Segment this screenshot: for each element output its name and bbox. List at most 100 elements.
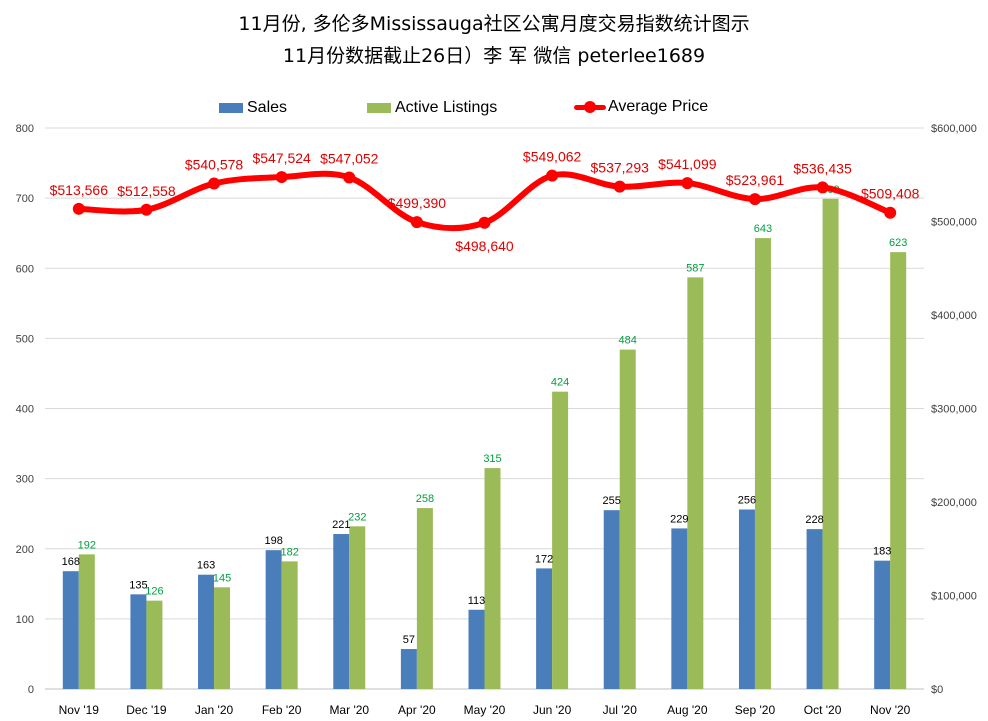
x-tick-label: Dec '19 (126, 703, 167, 717)
chart-subtitle: 11月份数据截止26日）李 军 微信 peterlee1689 (282, 45, 706, 67)
bar-sales (198, 574, 215, 689)
data-label-average-price: $537,293 (591, 160, 650, 176)
data-label-sales: 183 (873, 546, 891, 558)
point-average-price (546, 169, 559, 182)
bar-active-listings (146, 600, 163, 689)
point-average-price (748, 193, 761, 206)
bar-sales (468, 609, 485, 689)
bar-active-listings (281, 561, 298, 689)
point-average-price (410, 216, 423, 229)
legend-label-active-listings: Active Listings (395, 99, 498, 116)
y-tick-label-right: $600,000 (931, 123, 977, 135)
point-average-price (478, 216, 491, 229)
y-tick-label-right: $100,000 (931, 591, 977, 603)
legend-item-sales: Sales (219, 99, 287, 117)
x-tick-label: Mar '20 (329, 703, 369, 717)
x-tick-label: Sep '20 (735, 703, 776, 717)
y-tick-label-left: 700 (16, 193, 34, 205)
data-label-average-price: $547,524 (252, 150, 311, 166)
data-label-sales: 168 (62, 556, 80, 568)
x-tick-label: Nov '19 (59, 703, 100, 717)
point-average-price (681, 177, 694, 190)
y-tick-label-left: 100 (16, 614, 34, 626)
data-label-average-price: $509,408 (861, 186, 920, 202)
bar-active-listings (349, 526, 366, 689)
x-tick-label: Aug '20 (667, 703, 708, 717)
bar-sales (265, 550, 282, 689)
data-label-active-listings: 623 (889, 237, 907, 249)
point-average-price (343, 171, 356, 184)
legend-swatch-sales (219, 103, 243, 113)
x-tick-label: Apr '20 (398, 703, 436, 717)
data-label-active-listings: 484 (619, 335, 637, 347)
bar-active-listings (552, 391, 569, 689)
data-label-average-price: $540,578 (185, 157, 244, 173)
y-tick-label-left: 500 (16, 333, 34, 345)
data-label-average-price: $536,435 (793, 160, 852, 176)
x-tick-label: Jan '20 (195, 703, 234, 717)
bar-sales (62, 571, 79, 689)
data-label-active-listings: 232 (348, 511, 366, 523)
data-label-active-listings: 126 (145, 586, 163, 598)
x-tick-label: Feb '20 (262, 703, 302, 717)
legend: Sales Active Listings Average Price (0, 97, 988, 123)
x-tick-label: Jul '20 (603, 703, 638, 717)
bar-active-listings (687, 277, 704, 689)
bar-active-listings (416, 508, 433, 689)
data-label-sales: 135 (129, 579, 147, 591)
bar-active-listings (890, 252, 907, 689)
point-average-price (72, 202, 85, 215)
data-label-sales: 256 (738, 494, 756, 506)
y-tick-label-left: 200 (16, 544, 34, 556)
bar-active-listings (214, 587, 231, 689)
data-label-sales: 172 (535, 553, 553, 565)
y-tick-label-right: $0 (931, 684, 943, 696)
point-average-price (884, 206, 897, 219)
legend-item-active-listings: Active Listings (367, 99, 497, 117)
chart-title: 11月份, 多伦多Mississauga社区公寓月度交易指数统计图示 (238, 13, 750, 35)
data-label-sales: 221 (332, 519, 350, 531)
bar-active-listings (78, 554, 95, 689)
data-label-sales: 198 (264, 535, 282, 547)
data-label-active-listings: 145 (213, 572, 231, 584)
data-label-average-price: $499,390 (388, 195, 447, 211)
legend-swatch-active-listings (367, 103, 391, 113)
point-average-price (613, 180, 626, 193)
bar-sales (536, 568, 553, 689)
bar-active-listings (484, 468, 501, 689)
data-label-active-listings: 258 (416, 493, 434, 505)
bar-sales (738, 509, 755, 689)
point-average-price (275, 171, 288, 184)
x-tick-label: Oct '20 (804, 703, 842, 717)
bar-sales (333, 534, 350, 689)
data-label-active-listings: 315 (483, 453, 501, 465)
bar-sales (603, 510, 620, 689)
bar-sales (130, 594, 147, 689)
bar-sales (874, 560, 891, 689)
bar-sales (400, 649, 417, 689)
bar-active-listings (754, 238, 771, 689)
data-label-average-price: $549,062 (523, 149, 582, 165)
data-label-average-price: $513,566 (50, 182, 109, 198)
data-label-sales: 228 (805, 514, 823, 526)
y-tick-label-right: $200,000 (931, 497, 977, 509)
data-label-average-price: $512,558 (117, 183, 176, 199)
data-label-average-price: $547,052 (320, 151, 379, 167)
legend-item-average-price: Average Price (574, 97, 708, 117)
x-tick-label: Nov '20 (870, 703, 911, 717)
bar-sales (806, 529, 823, 689)
y-tick-label-left: 300 (16, 474, 34, 486)
data-label-sales: 113 (468, 595, 486, 607)
bar-active-listings (822, 198, 839, 690)
legend-label-average-price: Average Price (608, 98, 709, 115)
data-label-sales: 57 (403, 634, 415, 646)
legend-swatch-average-price (574, 97, 606, 117)
legend-label-sales: Sales (247, 99, 288, 116)
data-label-active-listings: 643 (754, 223, 772, 235)
data-label-average-price: $498,640 (455, 238, 514, 254)
data-label-active-listings: 424 (551, 377, 569, 389)
data-label-sales: 229 (670, 513, 688, 525)
data-label-sales: 255 (603, 495, 621, 507)
